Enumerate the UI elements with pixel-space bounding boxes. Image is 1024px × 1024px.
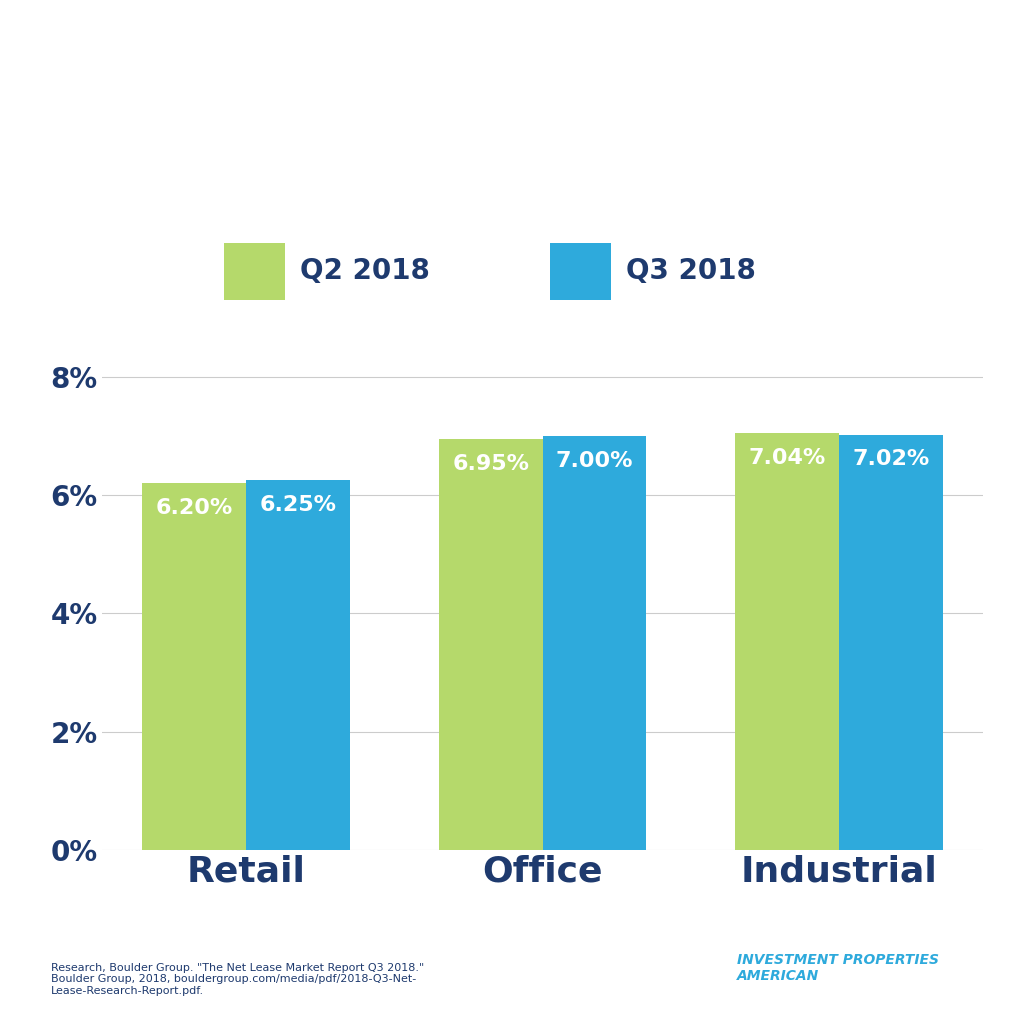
Text: Research, Boulder Group. "The Net Lease Market Report Q3 2018."
Boulder Group, 2: Research, Boulder Group. "The Net Lease …	[51, 963, 425, 995]
Text: 7.00%: 7.00%	[556, 451, 634, 471]
Text: 7.04%: 7.04%	[749, 449, 826, 468]
Bar	[543, 436, 646, 850]
FancyBboxPatch shape	[224, 243, 285, 300]
Text: 6.20%: 6.20%	[156, 498, 232, 518]
Bar	[840, 434, 943, 850]
Bar	[142, 483, 246, 850]
Text: 6.95%: 6.95%	[453, 454, 529, 473]
Text: INVESTMENT PROPERTIES
AMERICAN: INVESTMENT PROPERTIES AMERICAN	[737, 953, 939, 983]
Text: 7.02%: 7.02%	[853, 450, 930, 469]
Bar	[439, 438, 543, 850]
Text: Q2 2018 vs. Q3 2018: Q2 2018 vs. Q3 2018	[334, 191, 690, 220]
Bar	[735, 433, 840, 850]
Bar	[246, 480, 350, 850]
Text: Q3 2018: Q3 2018	[626, 257, 756, 286]
FancyBboxPatch shape	[550, 243, 610, 300]
Text: Q2 2018: Q2 2018	[300, 257, 430, 286]
Text: 6.25%: 6.25%	[260, 495, 337, 515]
Text: U.S. Average Cap Rates By Sector: U.S. Average Cap Rates By Sector	[222, 138, 802, 167]
